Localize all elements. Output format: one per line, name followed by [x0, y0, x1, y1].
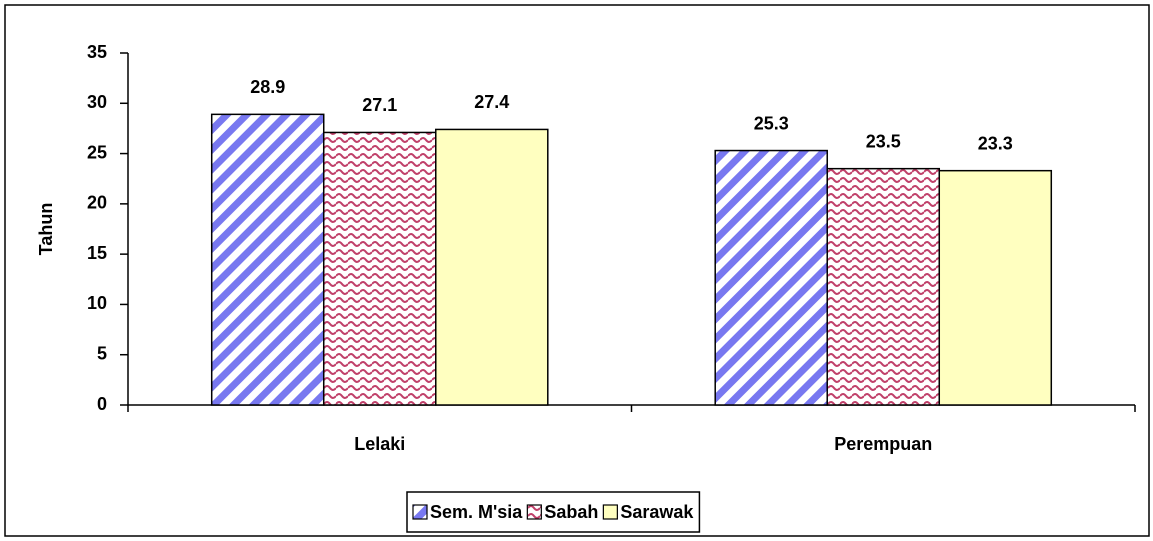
legend-box — [406, 491, 701, 533]
bar — [826, 167, 941, 406]
legend-swatch — [526, 504, 542, 520]
legend-label: Sabah — [544, 502, 598, 522]
bar — [210, 113, 325, 406]
data-label: 23.3 — [978, 133, 1013, 153]
data-label: 23.5 — [866, 131, 901, 151]
data-label: 25.3 — [754, 113, 789, 133]
y-tick-label: 30 — [87, 92, 107, 112]
y-tick-label: 0 — [97, 394, 107, 414]
legend-label: Sarawak — [620, 502, 694, 522]
x-tick-label: Perempuan — [834, 434, 932, 454]
legend: Sem. M'sia Sabah Sarawak — [406, 491, 701, 533]
y-tick-label: 5 — [97, 343, 107, 363]
y-tick-label: 15 — [87, 243, 107, 263]
legend-swatch — [412, 504, 428, 520]
y-tick-label: 10 — [87, 293, 107, 313]
bar — [714, 149, 828, 406]
legend-swatch — [602, 504, 618, 520]
bar — [938, 169, 1053, 406]
y-axis-label: Tahun — [36, 203, 56, 256]
data-label: 27.1 — [362, 95, 397, 115]
y-tick-label: 35 — [87, 42, 107, 62]
data-label: 27.4 — [474, 92, 509, 112]
data-label: 28.9 — [250, 77, 285, 97]
x-tick-label: Lelaki — [354, 434, 405, 454]
y-tick-label: 25 — [87, 142, 107, 162]
y-tick-label: 20 — [87, 193, 107, 213]
legend-label: Sem. M'sia — [430, 502, 523, 522]
bar — [435, 128, 549, 406]
bar — [322, 131, 437, 406]
